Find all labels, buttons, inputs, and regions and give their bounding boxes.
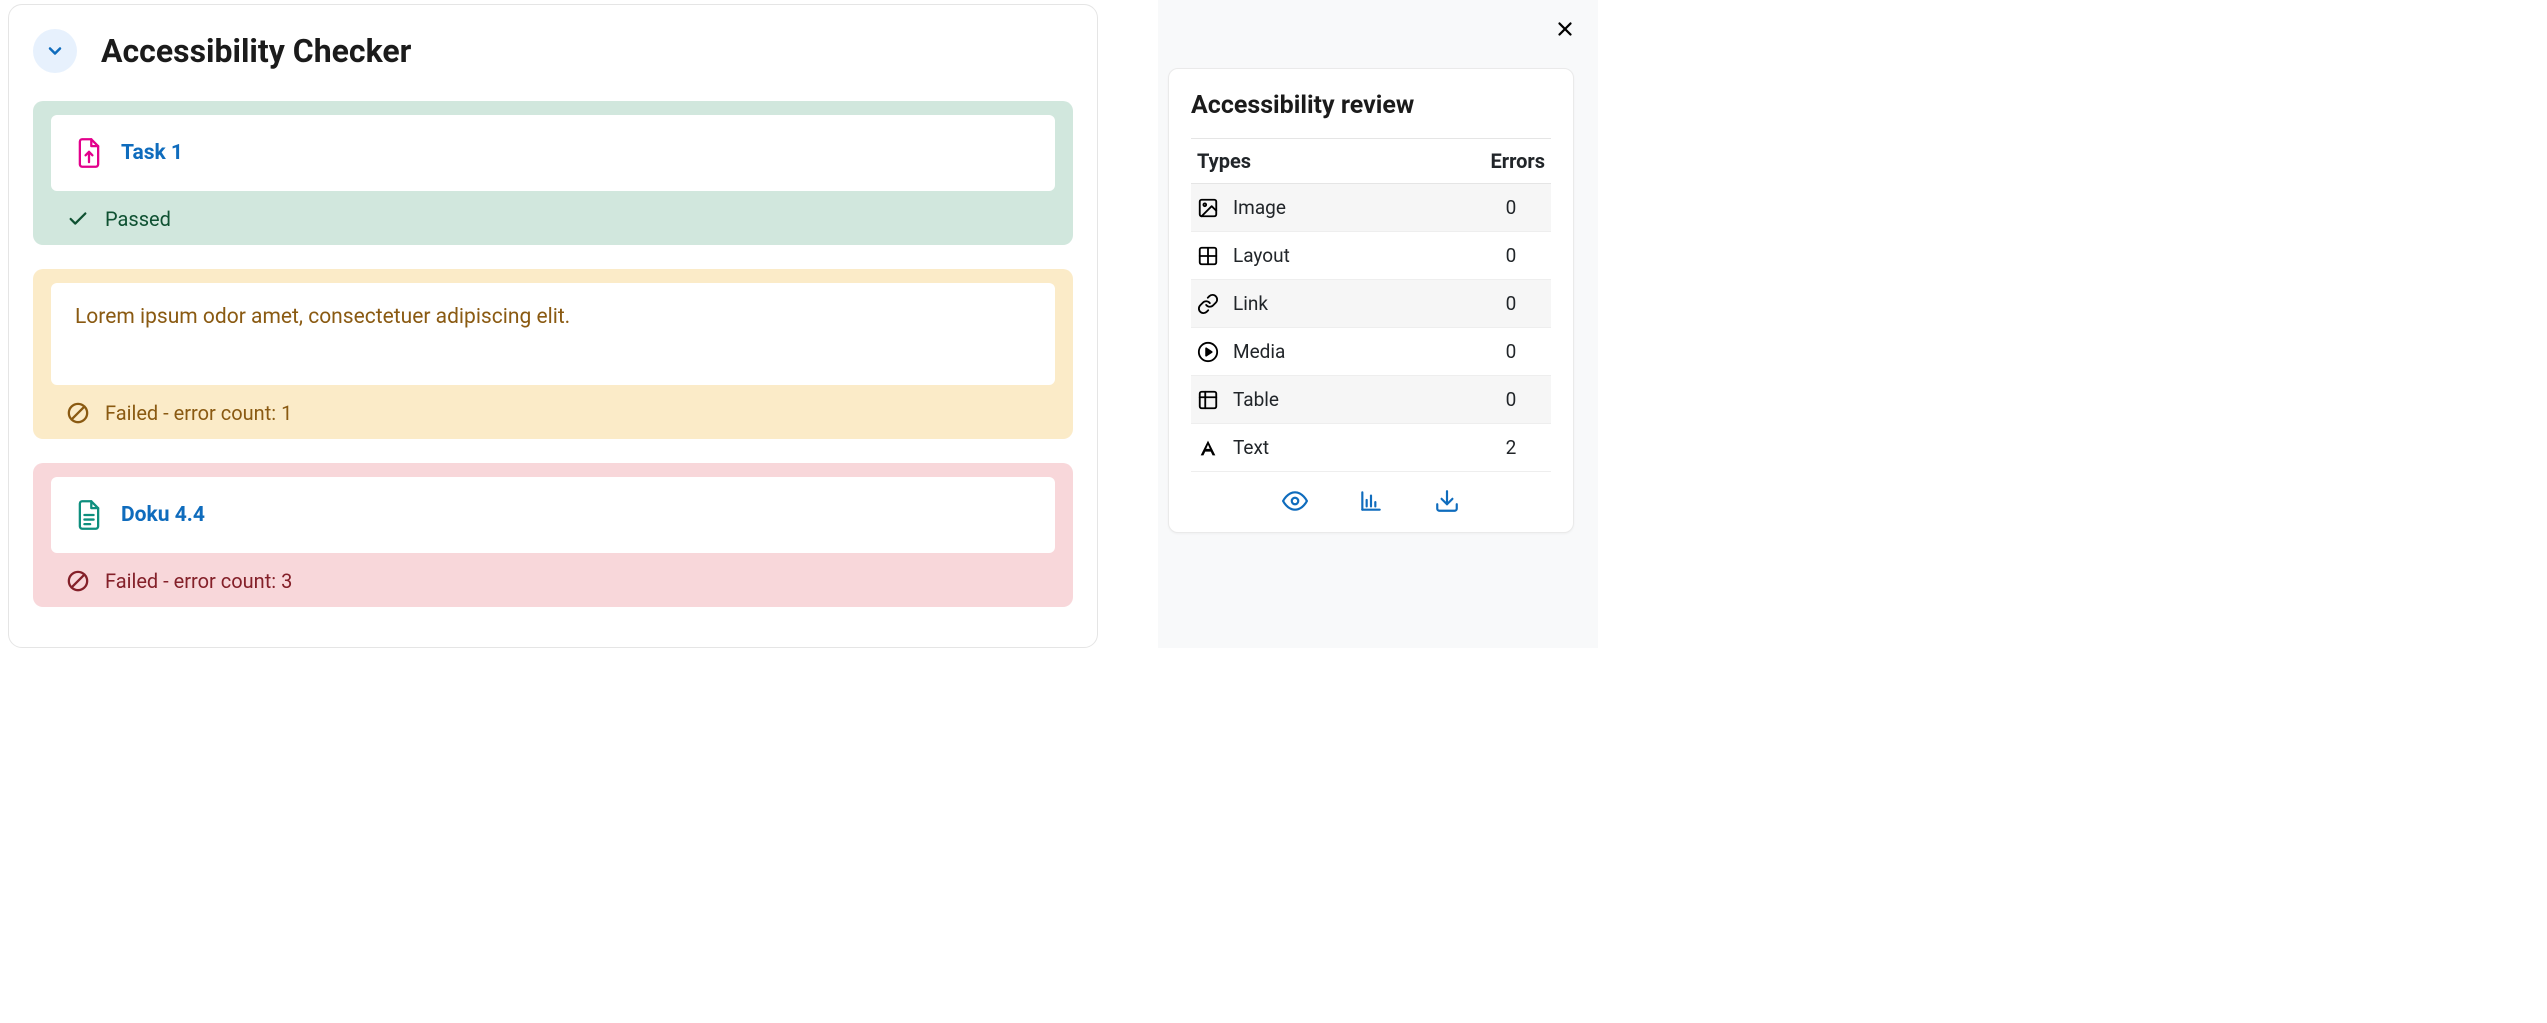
close-icon: [1554, 18, 1576, 40]
review-table: Types Errors Image 0 Layout: [1191, 138, 1551, 472]
check-item: Doku 4.4 Failed - error count: 3: [33, 463, 1073, 607]
link-icon: [1197, 293, 1219, 315]
side-panel-header: [1158, 18, 1580, 40]
table-row: Link 0: [1191, 280, 1551, 328]
side-panel: Accessibility review Types Errors Image …: [1158, 0, 1598, 648]
error-count: 0: [1471, 328, 1551, 376]
collapse-toggle[interactable]: [33, 29, 77, 73]
type-label: Link: [1233, 292, 1268, 315]
table-row: Text 2: [1191, 424, 1551, 472]
check-item: Task 1 Passed: [33, 101, 1073, 245]
status-label: Passed: [105, 207, 171, 231]
table-row: Table 0: [1191, 376, 1551, 424]
view-button[interactable]: [1282, 488, 1308, 514]
image-icon: [1197, 197, 1219, 219]
prohibit-icon: [67, 570, 89, 592]
review-card: Accessibility review Types Errors Image …: [1168, 68, 1574, 533]
file-upload-icon: [75, 137, 103, 169]
review-title: Accessibility review: [1191, 91, 1551, 120]
check-item-body: Task 1: [51, 115, 1055, 191]
table-row: Layout 0: [1191, 232, 1551, 280]
check-item-title[interactable]: Doku 4.4: [121, 503, 205, 527]
type-label: Text: [1233, 436, 1269, 459]
close-button[interactable]: [1554, 18, 1576, 40]
download-button[interactable]: [1434, 488, 1460, 514]
chart-button[interactable]: [1358, 488, 1384, 514]
download-icon: [1434, 488, 1460, 514]
status-label: Failed - error count: 1: [105, 401, 292, 425]
check-item-status: Failed - error count: 3: [51, 569, 1055, 593]
table-icon: [1197, 389, 1219, 411]
error-count: 0: [1471, 280, 1551, 328]
panel-header: Accessibility Checker: [33, 29, 1073, 73]
error-count: 0: [1471, 184, 1551, 232]
check-item-title[interactable]: Task 1: [121, 141, 183, 165]
file-doc-icon: [75, 499, 103, 531]
table-row: Image 0: [1191, 184, 1551, 232]
col-types: Types: [1191, 139, 1471, 184]
check-item: Lorem ipsum odor amet, consectetuer adip…: [33, 269, 1073, 439]
text-icon: [1197, 437, 1219, 459]
check-item-body: Lorem ipsum odor amet, consectetuer adip…: [51, 283, 1055, 385]
error-count: 2: [1471, 424, 1551, 472]
chevron-down-icon: [45, 41, 65, 61]
check-item-text: Lorem ipsum odor amet, consectetuer adip…: [75, 305, 570, 329]
check-item-body: Doku 4.4: [51, 477, 1055, 553]
review-actions: [1191, 472, 1551, 518]
media-icon: [1197, 341, 1219, 363]
check-item-status: Failed - error count: 1: [51, 401, 1055, 425]
error-count: 0: [1471, 376, 1551, 424]
type-label: Image: [1233, 196, 1286, 219]
error-count: 0: [1471, 232, 1551, 280]
check-item-status: Passed: [51, 207, 1055, 231]
type-label: Layout: [1233, 244, 1290, 267]
prohibit-icon: [67, 402, 89, 424]
status-label: Failed - error count: 3: [105, 569, 292, 593]
check-icon: [67, 208, 89, 230]
layout-icon: [1197, 245, 1219, 267]
eye-icon: [1282, 488, 1308, 514]
type-label: Media: [1233, 340, 1285, 363]
panel-title: Accessibility Checker: [101, 32, 411, 70]
col-errors: Errors: [1471, 139, 1551, 184]
table-row: Media 0: [1191, 328, 1551, 376]
accessibility-checker-panel: Accessibility Checker Task 1 Passed Lore…: [8, 4, 1098, 648]
type-label: Table: [1233, 388, 1279, 411]
bar-chart-icon: [1358, 488, 1384, 514]
